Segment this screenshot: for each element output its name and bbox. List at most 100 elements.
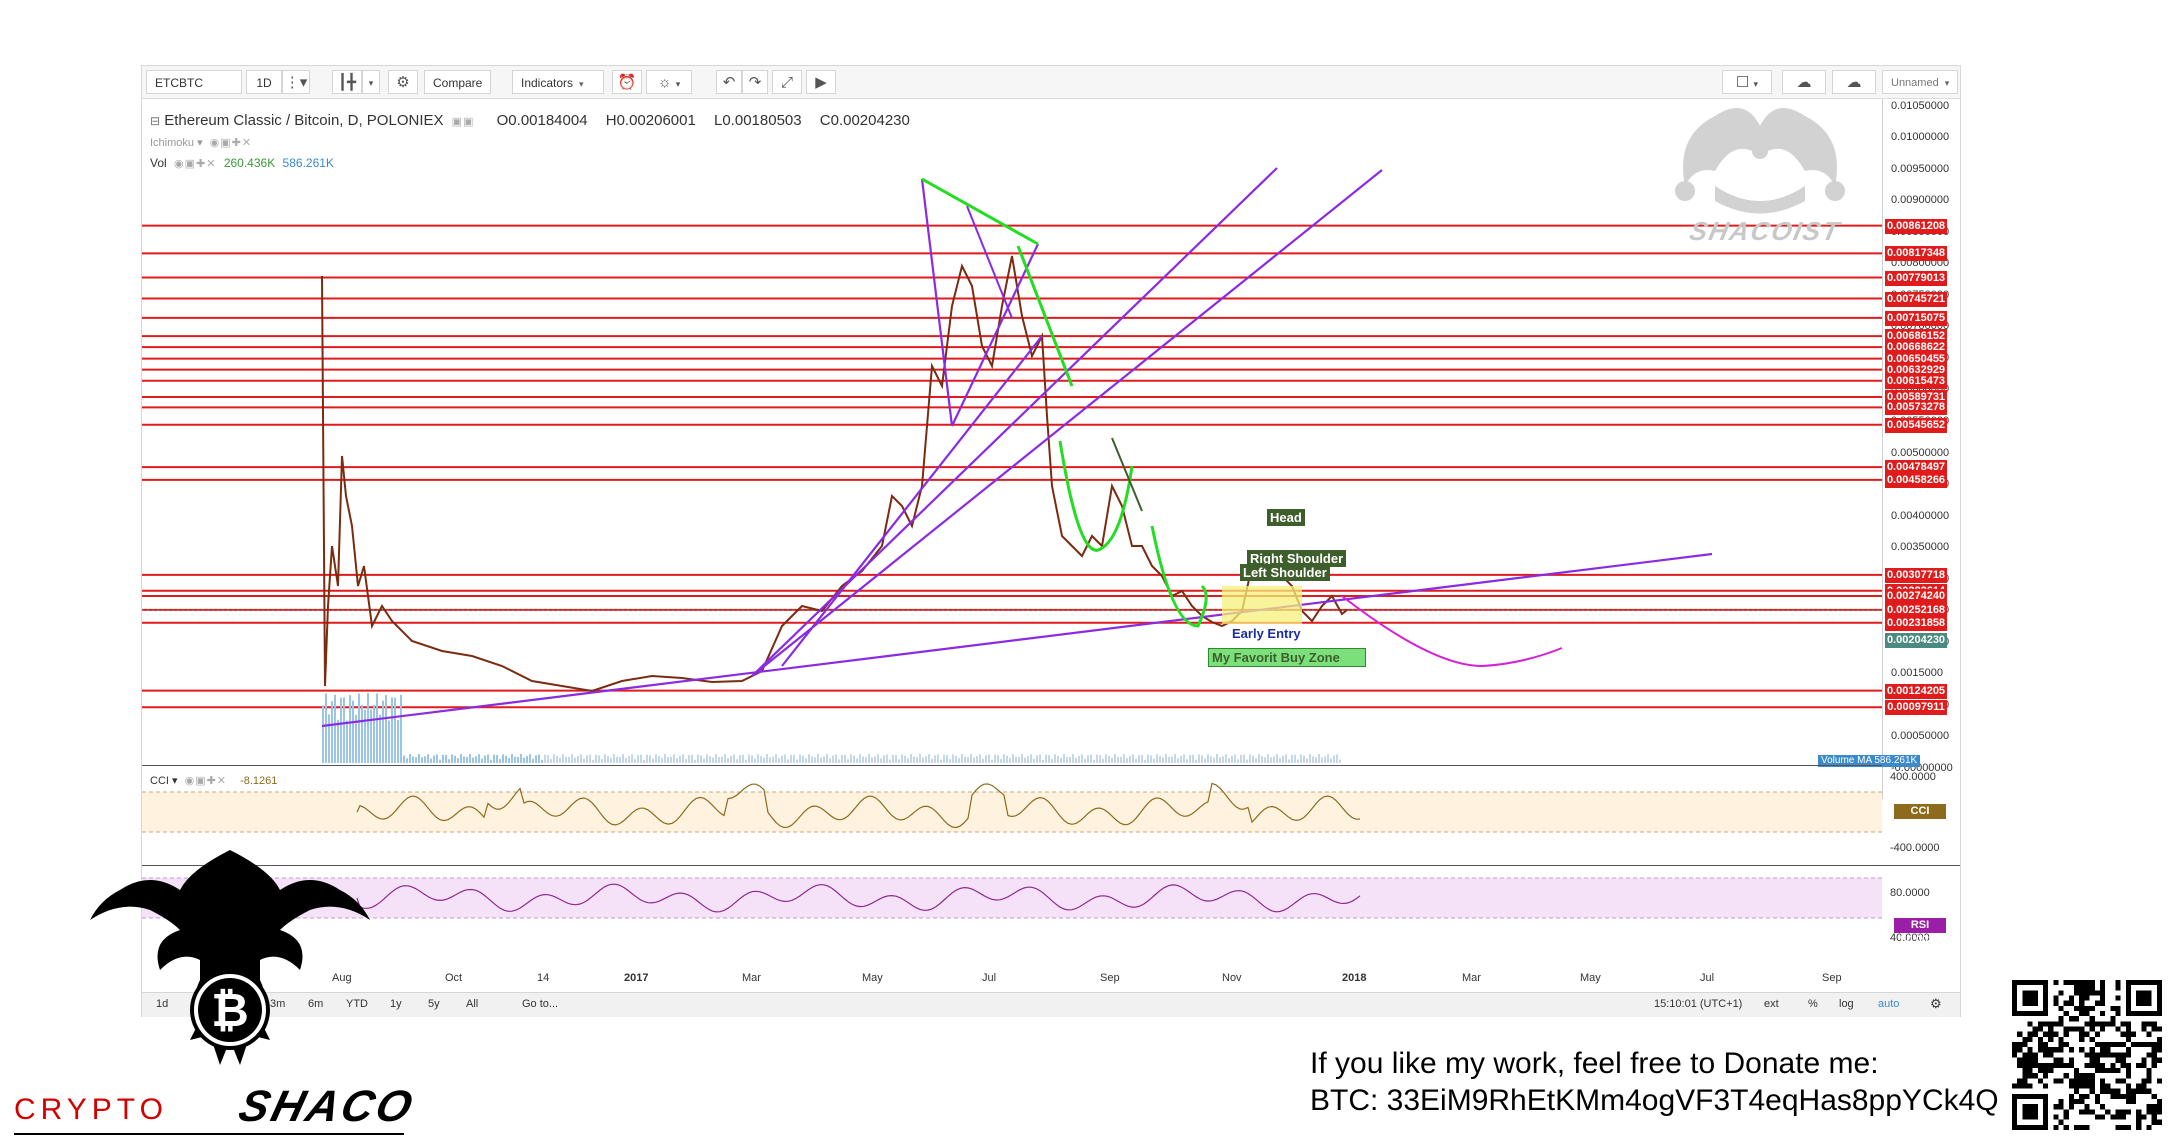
range-button[interactable]: YTD xyxy=(346,998,368,1010)
volume-bars xyxy=(322,693,1341,763)
volume-bar xyxy=(1246,759,1248,763)
volume-bar xyxy=(805,758,807,763)
layout-name-dropdown[interactable]: Unnamed ▾ xyxy=(1882,70,1958,94)
pane-separator[interactable] xyxy=(142,765,1882,766)
indicators-button[interactable]: Indicators ▾ xyxy=(512,70,604,94)
right-shoulder-label: Right Shoulder xyxy=(1247,550,1347,567)
volume-bar xyxy=(769,757,771,763)
redo-icon[interactable]: ↷ xyxy=(742,70,768,94)
cloud-download-icon[interactable]: ☁ xyxy=(1782,70,1826,94)
volume-bar xyxy=(550,759,552,763)
volume-bar xyxy=(331,701,333,763)
layout-select-icon[interactable]: ☐ ▾ xyxy=(1722,70,1772,94)
volume-bar xyxy=(1291,754,1293,763)
volume-bar xyxy=(712,757,714,763)
volume-bar xyxy=(697,754,699,763)
logo-crypto-text: CRYPTO xyxy=(14,1093,168,1126)
volume-bar xyxy=(946,755,948,763)
volume-bar xyxy=(358,693,360,763)
lightbulb-icon[interactable]: ☼ ▾ xyxy=(646,70,692,94)
pane-separator[interactable] xyxy=(142,865,1960,866)
volume-bar xyxy=(781,755,783,763)
indicator-controls-icon[interactable]: ◉▣✚✕ xyxy=(209,137,253,149)
settings-gear-icon[interactable]: ⚙ xyxy=(1930,996,1942,1011)
range-button[interactable]: 1d xyxy=(156,998,169,1010)
volume-bar xyxy=(1153,758,1155,763)
symbol-search-input[interactable]: ETCBTC xyxy=(146,70,242,94)
volume-bar xyxy=(1228,758,1230,763)
candles-icon[interactable]: ┃╋ xyxy=(332,70,362,94)
price-chart-canvas[interactable] xyxy=(142,66,1882,966)
more-intervals-icon[interactable]: ⋮▾ xyxy=(282,70,310,94)
volume-bar xyxy=(886,754,888,763)
volume-legend[interactable]: Vol ◉▣✚✕ 260.436K 586.261K xyxy=(150,156,334,170)
chart-type-caret-icon[interactable]: ▾ xyxy=(362,70,380,94)
range-button[interactable]: 3m xyxy=(270,998,286,1010)
volume-bar xyxy=(1015,756,1017,763)
range-button[interactable]: 6m xyxy=(308,998,324,1010)
ext-toggle[interactable]: ext xyxy=(1764,998,1779,1010)
volume-bar xyxy=(976,756,978,763)
play-icon[interactable]: ▶ xyxy=(806,70,836,94)
volume-bar xyxy=(1288,759,1290,763)
volume-bar xyxy=(766,754,768,763)
volume-bar xyxy=(862,756,864,763)
volume-bar xyxy=(802,755,804,763)
range-button[interactable]: All xyxy=(466,998,479,1010)
volume-bar xyxy=(559,757,561,763)
volume-bar xyxy=(496,755,498,763)
gear-icon[interactable]: ⚙ xyxy=(388,70,418,94)
volume-label: Vol xyxy=(150,156,167,170)
volume-bar xyxy=(577,756,579,763)
undo-icon[interactable]: ↶ xyxy=(716,70,742,94)
volume-bar xyxy=(610,757,612,763)
svg-text:₿: ₿ xyxy=(211,984,249,1036)
cci-band xyxy=(142,792,1882,832)
goto-button[interactable]: Go to... xyxy=(522,998,559,1010)
volume-bar xyxy=(562,754,564,763)
ichimoku-legend[interactable]: Ichimoku ▾ ◉▣✚✕ xyxy=(150,137,253,149)
volume-bar xyxy=(1069,756,1071,763)
collapse-icon[interactable]: ⊟ xyxy=(150,114,161,128)
auto-toggle[interactable]: auto xyxy=(1878,998,1900,1010)
range-button[interactable]: 5y xyxy=(428,998,440,1010)
volume-bar xyxy=(1237,759,1239,763)
volume-bar xyxy=(1318,754,1320,763)
volume-bar xyxy=(727,758,729,763)
price-scale[interactable]: 0.01050000 0.01000000 0.00950000 0.00900000… xyxy=(1882,99,1961,799)
time-tick: 2018 xyxy=(1342,972,1367,984)
legend-controls-icon[interactable]: ▣▣ xyxy=(451,116,475,128)
cci-controls-icon[interactable]: ◉▣✚✕ xyxy=(184,775,228,787)
time-axis[interactable]: Aug Oct 14 2017 Mar May Jul Sep Nov 2018 Mar May Jul… xyxy=(142,968,1882,992)
cci-legend[interactable]: CCI ▾ ◉▣✚✕ -8.1261 xyxy=(150,775,278,787)
volume-bar xyxy=(763,757,765,763)
volume-bar xyxy=(544,754,546,763)
cloud-upload-icon[interactable]: ☁ xyxy=(1832,70,1876,94)
volume-bar xyxy=(1177,758,1179,763)
price-level-badge: 0.00545652 xyxy=(1885,417,1947,433)
volume-bar xyxy=(898,759,900,763)
volume-bar xyxy=(895,754,897,763)
volume-bar xyxy=(322,705,324,763)
percent-toggle[interactable]: % xyxy=(1808,998,1818,1010)
volume-bar xyxy=(649,755,651,763)
volume-bar xyxy=(808,754,810,763)
range-button[interactable]: 1y xyxy=(390,998,402,1010)
volume-bar xyxy=(823,756,825,763)
log-toggle[interactable]: log xyxy=(1839,998,1854,1010)
time-tick: 14 xyxy=(537,972,550,984)
alert-clock-icon[interactable]: ⏰ xyxy=(612,70,642,94)
low-value: L0.00180503 xyxy=(714,112,802,129)
volume-bar xyxy=(1231,755,1233,763)
volume-controls-icon[interactable]: ◉▣✚✕ xyxy=(174,158,217,170)
fullscreen-icon[interactable]: ⤢ xyxy=(772,70,802,94)
volume-bar xyxy=(463,756,465,763)
volume-bar xyxy=(817,754,819,763)
compare-button[interactable]: Compare xyxy=(424,70,492,94)
rsi-series xyxy=(356,883,1361,913)
interval-selector[interactable]: 1D xyxy=(246,70,282,94)
volume-bar xyxy=(1255,758,1257,763)
volume-bar xyxy=(1009,757,1011,763)
cci-value: -8.1261 xyxy=(240,775,278,787)
volume-bar xyxy=(916,757,918,763)
